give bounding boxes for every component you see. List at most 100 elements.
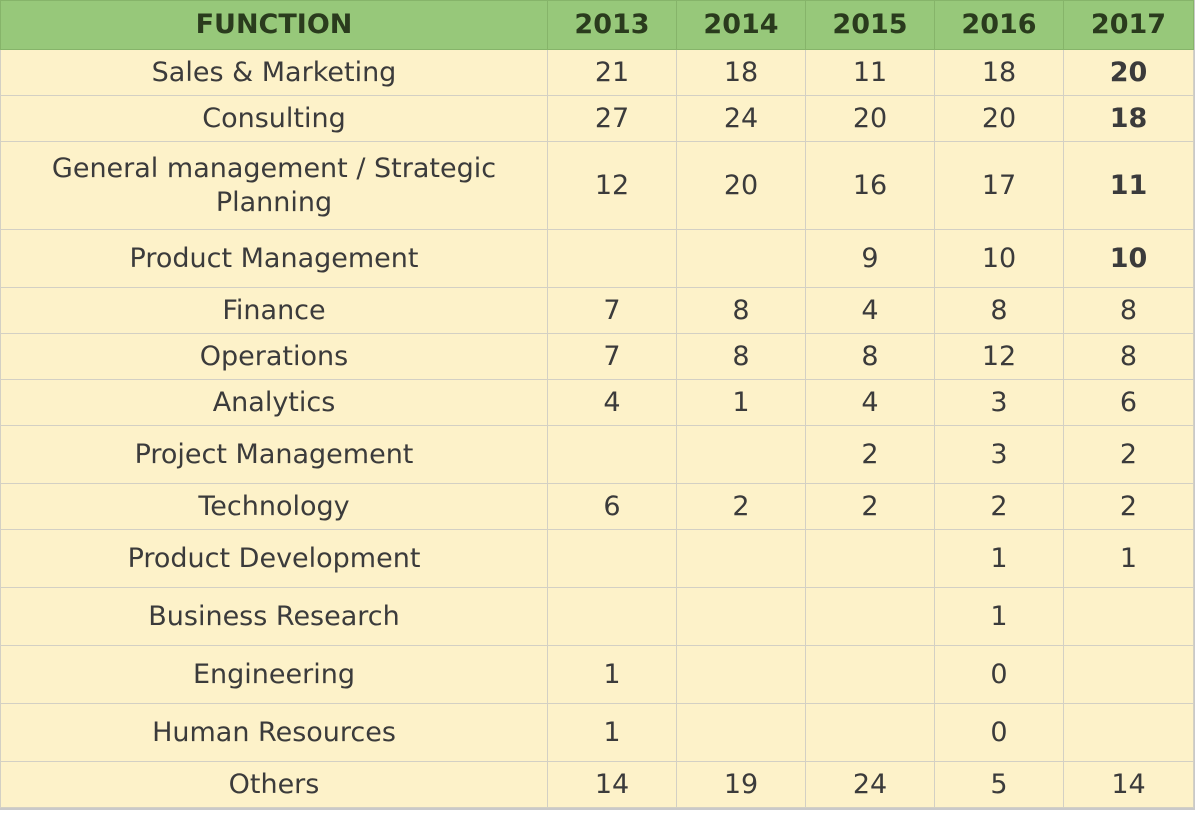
value-cell-2013 [547,587,677,646]
value-cell-2014: 8 [676,287,806,334]
value-cell-2013: 14 [547,761,677,808]
value-cell-2014 [676,587,806,646]
value-cell-2017 [1063,587,1194,646]
table-row: Project Management 2 3 2 [0,425,1194,484]
value-cell-2015: 4 [805,379,935,426]
value-cell-2015 [805,703,935,762]
value-cell-2017: 10 [1063,229,1194,288]
value-cell-2015: 16 [805,141,935,230]
value-cell-2016: 2 [934,483,1064,530]
table-row: Product Development 1 1 [0,529,1194,588]
value-cell-2017: 20 [1063,49,1194,96]
value-cell-2014 [676,703,806,762]
value-cell-2014: 19 [676,761,806,808]
value-cell-2016: 17 [934,141,1064,230]
value-cell-2016: 18 [934,49,1064,96]
function-cell: Product Management [0,229,548,288]
value-cell-2015: 2 [805,425,935,484]
header-row: FUNCTION 2013 2014 2015 2016 2017 [0,0,1194,50]
value-cell-2015: 8 [805,333,935,380]
value-cell-2013: 7 [547,287,677,334]
value-cell-2016: 5 [934,761,1064,808]
value-cell-2014: 18 [676,49,806,96]
value-cell-2015 [805,529,935,588]
function-cell: Sales & Marketing [0,49,548,96]
value-cell-2015: 9 [805,229,935,288]
value-cell-2015: 20 [805,95,935,142]
value-cell-2016: 8 [934,287,1064,334]
value-cell-2017: 2 [1063,425,1194,484]
value-cell-2014: 2 [676,483,806,530]
value-cell-2017: 1 [1063,529,1194,588]
column-header-2016: 2016 [934,0,1064,50]
table-row: Technology 6 2 2 2 2 [0,483,1194,530]
table-row: Analytics 4 1 4 3 6 [0,379,1194,426]
value-cell-2016: 1 [934,587,1064,646]
function-table: FUNCTION 2013 2014 2015 2016 2017 Sales … [0,0,1194,808]
function-cell: Product Development [0,529,548,588]
table-row: Engineering 1 0 [0,645,1194,704]
value-cell-2013: 4 [547,379,677,426]
value-cell-2015: 24 [805,761,935,808]
value-cell-2014: 1 [676,379,806,426]
value-cell-2016: 0 [934,703,1064,762]
table-body: Sales & Marketing 21 18 11 18 20 Consulting 27 2… [0,49,1194,808]
value-cell-2017: 2 [1063,483,1194,530]
value-cell-2014 [676,425,806,484]
value-cell-2013: 1 [547,703,677,762]
value-cell-2013: 1 [547,645,677,704]
value-cell-2015: 11 [805,49,935,96]
function-cell: Analytics [0,379,548,426]
function-cell: Others [0,761,548,808]
table-row: Sales & Marketing 21 18 11 18 20 [0,49,1194,96]
value-cell-2017: 11 [1063,141,1194,230]
value-cell-2017: 18 [1063,95,1194,142]
value-cell-2015 [805,645,935,704]
table-row: Product Management 9 10 10 [0,229,1194,288]
function-cell: Consulting [0,95,548,142]
function-cell: Business Research [0,587,548,646]
value-cell-2016: 3 [934,425,1064,484]
value-cell-2015 [805,587,935,646]
value-cell-2014: 20 [676,141,806,230]
value-cell-2015: 4 [805,287,935,334]
value-cell-2016: 10 [934,229,1064,288]
value-cell-2013 [547,229,677,288]
value-cell-2013: 21 [547,49,677,96]
function-cell: Operations [0,333,548,380]
value-cell-2016: 20 [934,95,1064,142]
value-cell-2016: 12 [934,333,1064,380]
value-cell-2014 [676,229,806,288]
value-cell-2017: 6 [1063,379,1194,426]
function-cell: Technology [0,483,548,530]
value-cell-2015: 2 [805,483,935,530]
column-header-function: FUNCTION [0,0,548,50]
value-cell-2014 [676,645,806,704]
value-cell-2014: 8 [676,333,806,380]
function-cell: Project Management [0,425,548,484]
value-cell-2016: 3 [934,379,1064,426]
function-cell: Engineering [0,645,548,704]
value-cell-2013 [547,529,677,588]
table-row: Others 14 19 24 5 14 [0,761,1194,808]
column-header-2014: 2014 [676,0,806,50]
value-cell-2013: 12 [547,141,677,230]
value-cell-2013: 6 [547,483,677,530]
table-row: General management / Strategic Planning 1… [0,141,1194,230]
function-cell: Finance [0,287,548,334]
function-cell: Human Resources [0,703,548,762]
column-header-2013: 2013 [547,0,677,50]
table-row: Finance 7 8 4 8 8 [0,287,1194,334]
value-cell-2014: 24 [676,95,806,142]
value-cell-2016: 0 [934,645,1064,704]
table-row: Consulting 27 24 20 20 18 [0,95,1194,142]
value-cell-2013: 7 [547,333,677,380]
value-cell-2017: 8 [1063,287,1194,334]
value-cell-2013: 27 [547,95,677,142]
value-cell-2017: 14 [1063,761,1194,808]
value-cell-2016: 1 [934,529,1064,588]
value-cell-2013 [547,425,677,484]
table-row: Business Research 1 [0,587,1194,646]
value-cell-2017 [1063,645,1194,704]
value-cell-2017: 8 [1063,333,1194,380]
